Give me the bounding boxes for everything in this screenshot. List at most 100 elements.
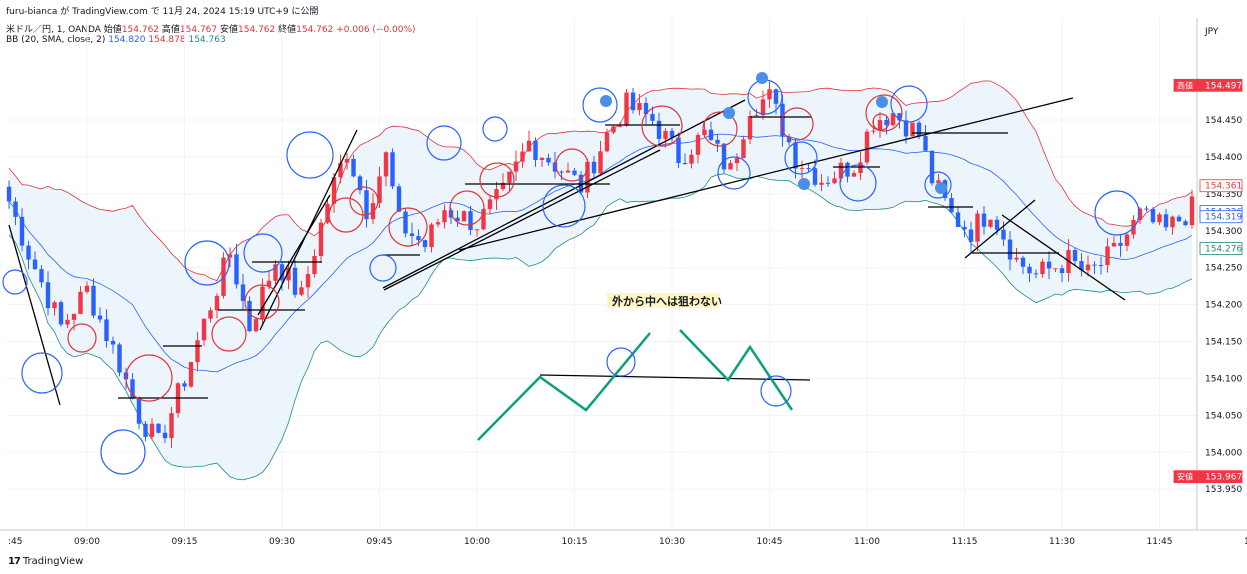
trend-line[interactable]	[257, 194, 331, 316]
candle-body	[962, 226, 967, 230]
candle-body	[195, 340, 200, 363]
annotation-circle-red	[872, 113, 890, 131]
candle-body	[669, 130, 675, 138]
marker-icon	[756, 72, 768, 84]
close-value: 154.762	[296, 25, 334, 35]
candle-body	[136, 398, 142, 424]
candle-body	[357, 176, 363, 191]
trend-line[interactable]	[8, 224, 61, 406]
y-tick-label: 154.050	[1205, 411, 1242, 421]
candle-body	[656, 120, 662, 139]
tradingview-logo-icon: 17	[8, 556, 21, 567]
candle-body	[52, 302, 57, 309]
currency-label: JPY	[1204, 27, 1219, 37]
trend-line[interactable]	[458, 97, 1074, 251]
candle-body	[702, 129, 707, 135]
candle-body	[325, 203, 330, 223]
candle-body	[923, 136, 928, 151]
candle-body	[305, 273, 311, 288]
candle-body	[396, 186, 402, 212]
annotation-circle-red	[67, 323, 97, 353]
candle-body	[546, 157, 551, 163]
candle-body	[351, 158, 356, 177]
candle-body	[1157, 214, 1162, 223]
annotation-circle-red	[449, 190, 485, 226]
candle-body	[130, 379, 135, 399]
candle-body	[1144, 208, 1149, 210]
candle-body	[162, 432, 168, 439]
bb-fill	[9, 80, 1192, 480]
candle-body	[572, 170, 577, 175]
candle-body	[110, 341, 116, 345]
trend-line[interactable]	[964, 199, 1036, 259]
zigzag-right	[679, 329, 794, 411]
candle-body	[84, 285, 90, 292]
x-tick-label: 09:45	[367, 537, 393, 547]
candle-body	[552, 162, 558, 172]
candle-body	[65, 319, 70, 325]
candle-body	[169, 413, 174, 439]
ohlc-legend: 米ドル／円, 1, OANDA 始値154.762 高値154.767 安値15…	[6, 22, 416, 35]
close-label: 終値	[278, 25, 297, 35]
candle-body	[149, 423, 155, 437]
candle-body	[819, 182, 824, 185]
trend-line[interactable]	[1001, 214, 1126, 301]
candle-body	[500, 182, 506, 190]
candle-body	[1189, 196, 1195, 226]
candle-body	[591, 161, 597, 174]
candle-body	[188, 362, 194, 387]
annotation-circle-red	[641, 105, 683, 147]
candle-body	[903, 120, 909, 137]
candle-body	[806, 168, 811, 170]
x-tick-label: 10:45	[757, 537, 783, 547]
annotation-circle-red	[349, 186, 379, 216]
y-tick-label: 154.450	[1205, 116, 1242, 126]
annotation-label-bg	[607, 293, 719, 308]
candle-body	[403, 211, 408, 234]
candle-body	[643, 102, 649, 115]
trend-line[interactable]	[383, 149, 661, 291]
candle-body	[383, 152, 389, 177]
marker-icon	[876, 96, 888, 108]
annotation-circle-blue	[924, 171, 952, 199]
candle-body	[929, 150, 935, 184]
candle-body	[208, 310, 213, 319]
x-tick-label: 12:00	[1244, 537, 1247, 547]
publish-info: furu-bianca が TradingView.com で 11月 24, …	[6, 7, 319, 17]
candle-body	[377, 176, 382, 204]
y-tick-label: 154.300	[1205, 227, 1242, 237]
candle-body	[91, 285, 96, 316]
bb-legend: BB (20, SMA, close, 2) 154.820 154.878 1…	[6, 35, 226, 45]
candle-body	[611, 126, 616, 133]
candle-body	[234, 254, 239, 285]
candle-body	[650, 114, 655, 121]
y-tick-label: 154.400	[1205, 153, 1242, 163]
high-label: 高値	[161, 25, 180, 35]
y-tick-label: 154.350	[1205, 190, 1242, 200]
candle-body	[1105, 246, 1110, 266]
candle-body	[825, 182, 831, 184]
candle-body	[1137, 208, 1143, 220]
price-tag-upper	[1199, 179, 1243, 193]
candle-body	[812, 168, 818, 185]
candle-body	[240, 284, 246, 301]
candle-body	[299, 287, 304, 295]
candle-body	[1033, 273, 1039, 275]
annotation-circle-blue	[286, 131, 334, 179]
annotation-circle-blue	[839, 164, 877, 202]
annotation-circle-red	[865, 94, 903, 132]
trend-line[interactable]	[539, 374, 811, 381]
candle-body	[279, 264, 285, 281]
x-tick-label: 09:30	[269, 537, 295, 547]
x-tick-label: 11:45	[1147, 537, 1173, 547]
trend-line[interactable]	[382, 99, 746, 289]
price-tag-label: 安値	[1177, 472, 1193, 482]
candle-body	[877, 120, 883, 131]
annotation-circle-blue	[717, 156, 751, 190]
annotation-circle-red	[244, 284, 280, 320]
bb-lower: 154.763	[188, 35, 226, 45]
annotation-circle-red	[780, 107, 814, 141]
candle-body	[604, 132, 610, 152]
candle-body	[864, 131, 870, 163]
